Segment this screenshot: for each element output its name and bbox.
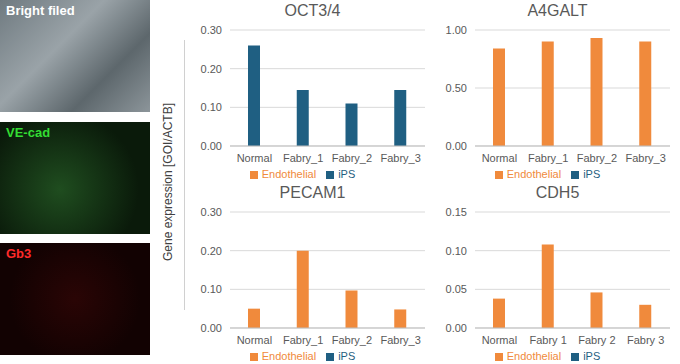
svg-text:0.20: 0.20 [201, 245, 222, 257]
html-text:Gb3: Gb3 [6, 246, 32, 261]
svg-text:0.00: 0.00 [446, 322, 467, 334]
html-text:Endothelial: Endothelial [506, 168, 562, 180]
svg-text:0.00: 0.00 [446, 140, 467, 152]
svg-text:Normal: Normal [482, 152, 517, 164]
html-text:iPS: iPS [338, 350, 356, 362]
html-text:CDH5: CDH5 [535, 184, 580, 201]
html-text:iPS: iPS [583, 350, 601, 362]
svg-text:0.20: 0.20 [201, 63, 222, 75]
svg-text:0.00: 0.00 [201, 322, 222, 334]
svg-text:Fabry_3: Fabry_3 [380, 152, 420, 164]
svg-text:Normal: Normal [237, 152, 272, 164]
svg-text:0.15: 0.15 [446, 206, 467, 218]
html-text:PECAM1: PECAM1 [279, 184, 346, 201]
html-text:A4GALT: A4GALT [527, 2, 588, 19]
svg-text:0.10: 0.10 [201, 283, 222, 295]
html-text:Endothelial: Endothelial [261, 350, 317, 362]
html-text:Gene expression [GOI/ACTB]: Gene expression [GOI/ACTB] [161, 103, 175, 261]
svg-text:Fabry_2: Fabry_2 [332, 152, 372, 164]
html-text:VE-cad: VE-cad [6, 125, 51, 140]
svg-text:Fabry 1: Fabry 1 [529, 334, 566, 346]
svg-text:0.10: 0.10 [201, 101, 222, 113]
html-text:Endothelial: Endothelial [261, 168, 317, 180]
svg-text:0.00: 0.00 [201, 140, 222, 152]
svg-text:Fabry_1: Fabry_1 [283, 334, 323, 346]
svg-text:Normal: Normal [482, 334, 517, 346]
html-text:OCT3/4: OCT3/4 [284, 2, 341, 19]
svg-text:Normal: Normal [237, 334, 272, 346]
svg-text:0.05: 0.05 [446, 283, 467, 295]
svg-text:1.00: 1.00 [446, 24, 467, 36]
svg-text:Fabry 3: Fabry 3 [627, 334, 664, 346]
html-text:Endothelial: Endothelial [506, 350, 562, 362]
svg-text:Fabry_3: Fabry_3 [380, 334, 420, 346]
svg-text:Fabry_3: Fabry_3 [625, 152, 665, 164]
svg-text:Fabry_1: Fabry_1 [283, 152, 323, 164]
svg-text:Fabry_2: Fabry_2 [332, 334, 372, 346]
svg-text:Fabry_1: Fabry_1 [528, 152, 568, 164]
html-text:Bright filed: Bright filed [6, 3, 75, 18]
html-text:iPS: iPS [583, 168, 601, 180]
html-text:iPS: iPS [338, 168, 356, 180]
svg-text:0.30: 0.30 [201, 206, 222, 218]
svg-text:Fabry_2: Fabry_2 [577, 152, 617, 164]
svg-text:0.50: 0.50 [446, 82, 467, 94]
svg-text:Fabry 2: Fabry 2 [578, 334, 615, 346]
svg-text:0.30: 0.30 [201, 24, 222, 36]
svg-text:0.10: 0.10 [446, 245, 467, 257]
